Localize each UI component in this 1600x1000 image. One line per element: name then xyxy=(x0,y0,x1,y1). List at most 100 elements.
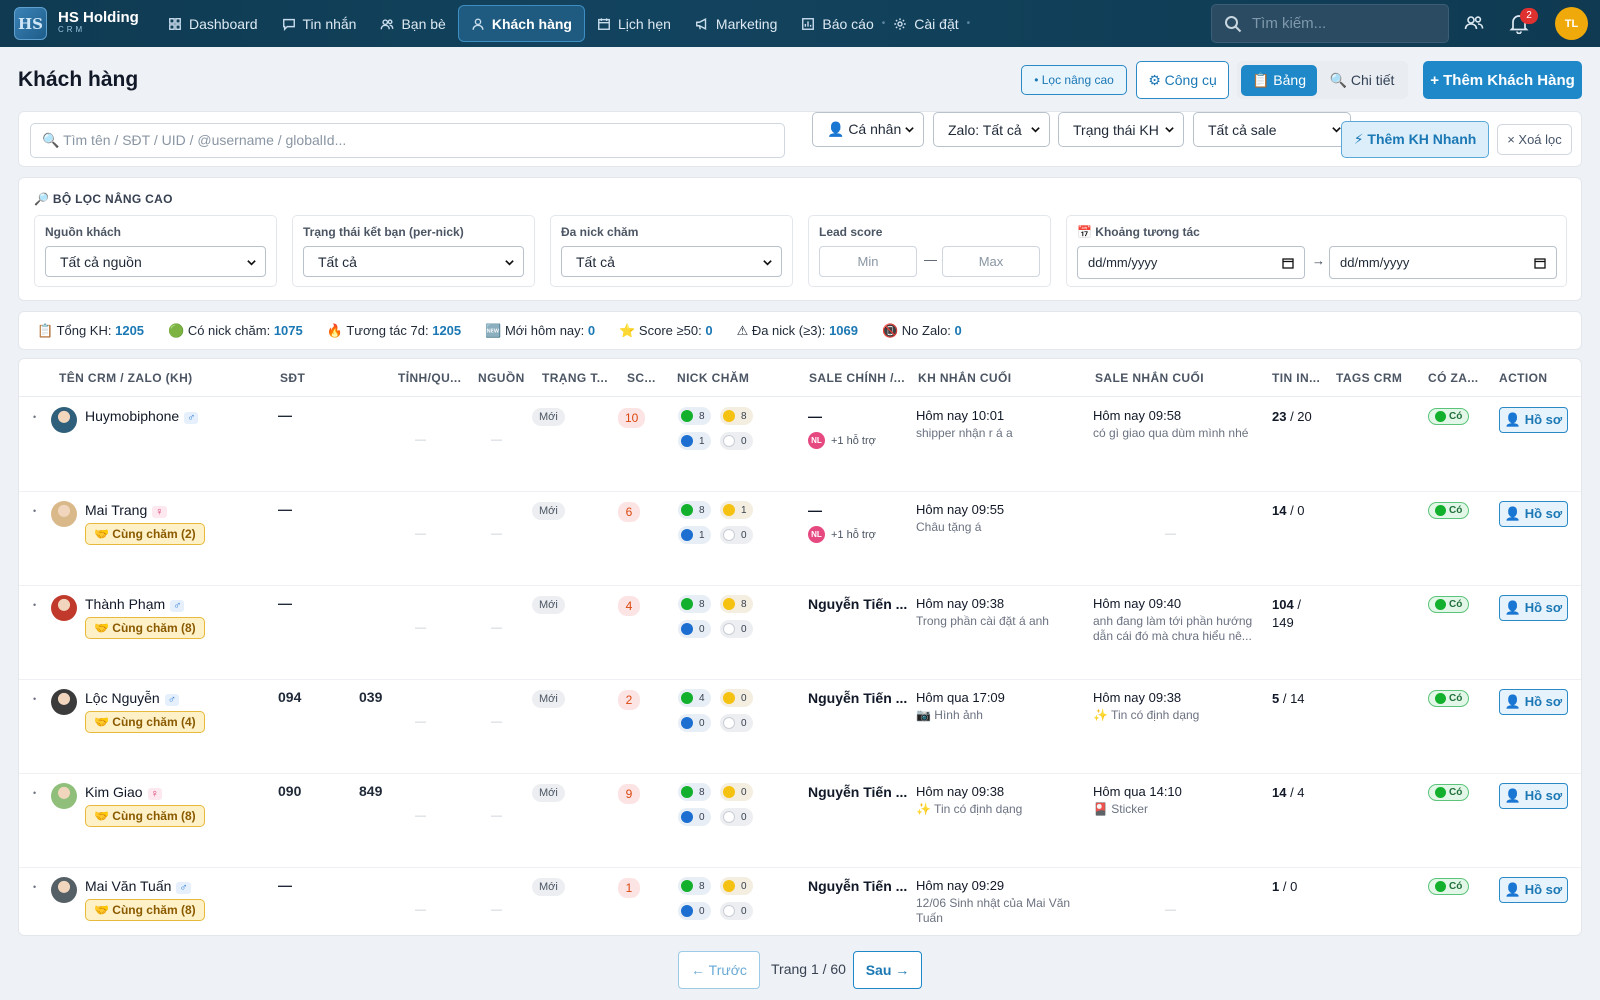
nav-appointments[interactable]: Lịch hẹn xyxy=(585,5,683,42)
customer-name[interactable]: Mai Trang xyxy=(85,502,148,518)
customer-name-cell[interactable]: Lộc Nguyễn ♂ xyxy=(85,690,179,706)
col-header-messages[interactable]: TIN IN... xyxy=(1272,371,1321,385)
next-page-button[interactable]: Sau → xyxy=(853,951,922,989)
quick-add-button[interactable]: ⚡ Thêm KH Nhanh xyxy=(1341,121,1489,158)
table-row[interactable]: • Huymobiphone ♂ — — — Mới 10 8 8 1 0— NL +1 hỗ trợ Hô… xyxy=(19,398,1581,492)
nick-heart-pill[interactable]: 0 xyxy=(720,432,753,450)
nick-green-pill[interactable]: 8 xyxy=(678,407,711,425)
calendar-icon[interactable] xyxy=(1282,257,1294,269)
nick-heart-pill[interactable]: 0 xyxy=(720,620,753,638)
profile-button[interactable]: 👤 Hồ sơ xyxy=(1499,595,1568,621)
nav-messages[interactable]: Tin nhắn xyxy=(270,5,369,42)
table-row[interactable]: • Mai Văn Tuấn ♂ 🤝 Cùng chăm (8) — — — Mới 1 8 0 0 0… xyxy=(19,868,1581,935)
col-header-nick[interactable]: NICK CHĂM xyxy=(677,371,750,385)
table-row[interactable]: • Kim Giao ♀ 🤝 Cùng chăm (8) 090 849 — — Mới 9 8 0 0… xyxy=(19,774,1581,868)
col-header-score[interactable]: SC... xyxy=(627,371,656,385)
customer-status-select[interactable]: Trạng thái KH xyxy=(1058,112,1184,147)
add-customer-button[interactable]: + Thêm Khách Hàng xyxy=(1423,61,1582,99)
customer-search-input[interactable]: 🔍 Tìm tên / SĐT / UID / @username / glob… xyxy=(30,123,785,158)
nav-reports[interactable]: Báo cáo xyxy=(789,5,885,42)
nav-customers[interactable]: Khách hàng xyxy=(457,5,585,42)
nick-heart-pill[interactable]: 0 xyxy=(720,714,753,732)
col-header-sale-last[interactable]: SALE NHẮN CUỐI xyxy=(1095,371,1204,385)
expand-row-toggle[interactable]: • xyxy=(33,412,37,422)
nick-yellow-pill[interactable]: 0 xyxy=(720,689,753,707)
date-from-input[interactable]: dd/mm/yyyy xyxy=(1077,246,1305,279)
expand-row-toggle[interactable]: • xyxy=(33,882,37,892)
nick-green-pill[interactable]: 8 xyxy=(678,877,711,895)
multi-nick-select[interactable]: Tất cả xyxy=(561,246,782,277)
nick-blue-pill[interactable]: 0 xyxy=(678,902,711,920)
date-to-input[interactable]: dd/mm/yyyy xyxy=(1329,246,1557,279)
customer-name-cell[interactable]: Thành Phạm ♂ xyxy=(85,596,185,612)
nick-blue-pill[interactable]: 1 xyxy=(678,526,711,544)
expand-row-toggle[interactable]: • xyxy=(33,600,37,610)
prev-page-button[interactable]: ← Trước xyxy=(678,951,760,989)
zalo-select[interactable]: Zalo: Tất cả xyxy=(933,112,1050,147)
customer-name[interactable]: Huymobiphone xyxy=(85,408,180,424)
nick-green-pill[interactable]: 8 xyxy=(678,783,711,801)
sale-select[interactable]: Tất cả sale xyxy=(1193,112,1351,147)
tools-button[interactable]: ⚙ Công cụ xyxy=(1136,61,1229,99)
customer-name[interactable]: Lộc Nguyễn xyxy=(85,690,160,706)
table-view-button[interactable]: 📋 Bảng xyxy=(1241,65,1317,96)
nav-friends[interactable]: Bạn bè xyxy=(368,5,457,42)
group-icon[interactable] xyxy=(1463,12,1485,34)
nick-yellow-pill[interactable]: 1 xyxy=(720,501,753,519)
customer-name[interactable]: Mai Văn Tuấn xyxy=(85,878,172,894)
col-header-name[interactable]: TÊN CRM / ZALO (KH) xyxy=(59,371,193,385)
nick-blue-pill[interactable]: 0 xyxy=(678,714,711,732)
nav-settings[interactable]: Cài đặt xyxy=(881,5,970,42)
nick-heart-pill[interactable]: 0 xyxy=(720,902,753,920)
col-header-sale[interactable]: SALE CHÍNH /... xyxy=(809,371,906,385)
expand-row-toggle[interactable]: • xyxy=(33,506,37,516)
customer-name[interactable]: Thành Phạm xyxy=(85,596,166,612)
col-header-phone[interactable]: SĐT xyxy=(280,371,306,385)
app-logo[interactable]: HS xyxy=(14,7,47,40)
profile-button[interactable]: 👤 Hồ sơ xyxy=(1499,407,1568,433)
lead-score-max-input[interactable]: Max xyxy=(942,246,1040,277)
expand-row-toggle[interactable]: • xyxy=(33,694,37,704)
nick-green-pill[interactable]: 8 xyxy=(678,595,711,613)
detail-view-button[interactable]: 🔍 Chi tiết xyxy=(1329,72,1395,88)
col-header-status[interactable]: TRẠNG T... xyxy=(542,371,608,385)
lead-score-min-input[interactable]: Min xyxy=(819,246,917,277)
nick-heart-pill[interactable]: 0 xyxy=(720,808,753,826)
nick-blue-pill[interactable]: 1 xyxy=(678,432,711,450)
nick-green-pill[interactable]: 4 xyxy=(678,689,711,707)
advanced-filter-button[interactable]: • Lọc nâng cao xyxy=(1021,65,1127,95)
global-search-input[interactable] xyxy=(1252,15,1442,32)
nick-heart-pill[interactable]: 0 xyxy=(720,526,753,544)
nick-yellow-pill[interactable]: 8 xyxy=(720,595,753,613)
nick-blue-pill[interactable]: 0 xyxy=(678,808,711,826)
col-header-zalo[interactable]: CÓ ZA... xyxy=(1428,371,1479,385)
clear-filter-button[interactable]: × Xoá lọc xyxy=(1497,124,1572,155)
nick-yellow-pill[interactable]: 0 xyxy=(720,783,753,801)
customer-name-cell[interactable]: Mai Trang ♀ xyxy=(85,502,167,518)
customer-name-cell[interactable]: Mai Văn Tuấn ♂ xyxy=(85,878,191,894)
profile-button[interactable]: 👤 Hồ sơ xyxy=(1499,877,1568,903)
expand-row-toggle[interactable]: • xyxy=(33,788,37,798)
user-avatar[interactable]: TL xyxy=(1555,7,1588,40)
customer-name[interactable]: Kim Giao xyxy=(85,784,143,800)
customer-name-cell[interactable]: Kim Giao ♀ xyxy=(85,784,162,800)
nav-dashboard[interactable]: Dashboard xyxy=(156,5,270,42)
nick-yellow-pill[interactable]: 0 xyxy=(720,877,753,895)
customer-type-select[interactable]: 👤 Cá nhân xyxy=(812,112,924,147)
profile-button[interactable]: 👤 Hồ sơ xyxy=(1499,501,1568,527)
col-header-source[interactable]: NGUỒN xyxy=(478,371,525,385)
profile-button[interactable]: 👤 Hồ sơ xyxy=(1499,689,1568,715)
profile-button[interactable]: 👤 Hồ sơ xyxy=(1499,783,1568,809)
nav-marketing[interactable]: Marketing xyxy=(683,5,789,42)
table-row[interactable]: • Lộc Nguyễn ♂ 🤝 Cùng chăm (4) 094 039 — — Mới 2 4… xyxy=(19,680,1581,774)
col-header-province[interactable]: TỈNH/QU... xyxy=(398,371,462,385)
friend-status-select[interactable]: Tất cả xyxy=(303,246,524,277)
table-row[interactable]: • Thành Phạm ♂ 🤝 Cùng chăm (8) — — — Mới 4 8 8 0 0 Ng… xyxy=(19,586,1581,680)
table-row[interactable]: • Mai Trang ♀ 🤝 Cùng chăm (2) — — — Mới 6 8 1 1 0 — NL… xyxy=(19,492,1581,586)
calendar-icon[interactable] xyxy=(1534,257,1546,269)
source-select[interactable]: Tất cả nguồn xyxy=(45,246,266,277)
global-search[interactable] xyxy=(1211,4,1449,43)
col-header-tags[interactable]: TAGS CRM xyxy=(1336,371,1403,385)
customer-name-cell[interactable]: Huymobiphone ♂ xyxy=(85,408,199,424)
nick-green-pill[interactable]: 8 xyxy=(678,501,711,519)
